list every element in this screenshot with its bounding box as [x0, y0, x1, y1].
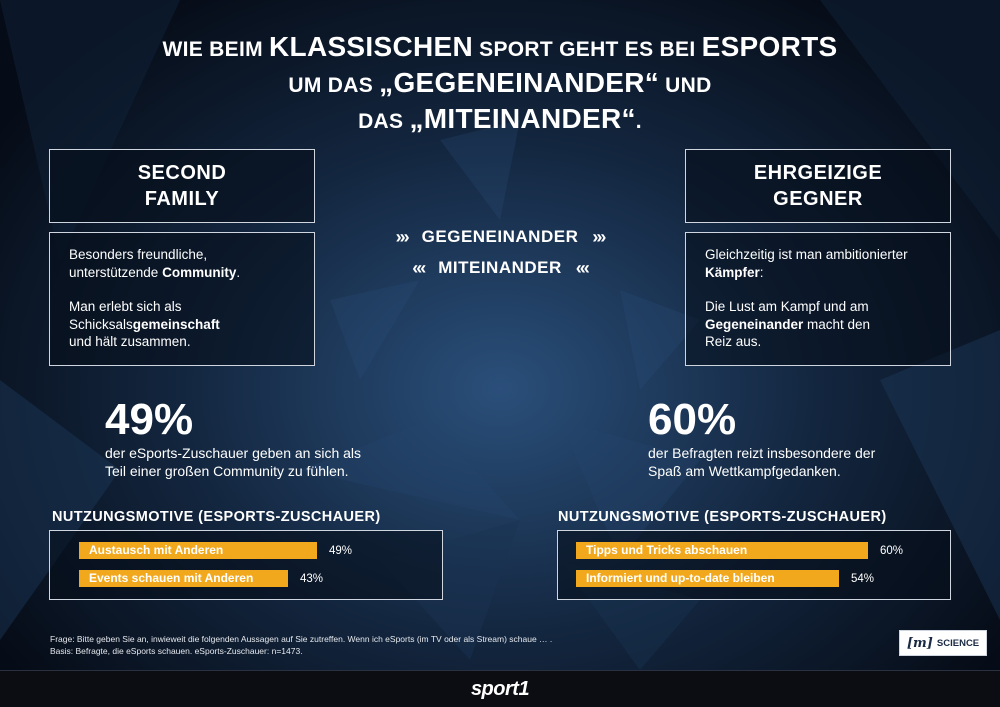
motives-left-chart: Austausch mit Anderen 49% Events schauen… — [49, 530, 443, 600]
left-stat-value: 49% — [105, 395, 194, 444]
ehrgeizige-gegner-title-line-2: GEGNER — [773, 188, 863, 210]
right-stat-text: der Befragten reizt insbesondere der Spa… — [648, 444, 948, 480]
text: und hält zusammen. — [69, 334, 191, 349]
headline-text-emphasis: eSports — [701, 31, 838, 62]
motives-right-chart: Tipps und Tricks abschauen 60% Informier… — [557, 530, 951, 600]
bar-value-label: 43% — [300, 572, 324, 585]
ehrgeizige-gegner-paragraph-2: Die Lust am Kampf und am Gegeneinander m… — [705, 298, 931, 351]
bar-austausch: Austausch mit Anderen — [79, 542, 317, 559]
text: Besonders freundliche, — [69, 247, 208, 262]
ehrgeizige-gegner-title-box: EHRGEIZIGE GEGNER — [685, 149, 951, 223]
mscience-logo: [m] SCIENCE — [899, 630, 987, 656]
text: Reiz aus. — [705, 334, 762, 349]
headline-text: . — [635, 110, 642, 133]
gegeneinander-label: GEGENEINANDER — [421, 227, 579, 246]
text: Die Lust am Kampf und am — [705, 299, 869, 314]
motives-left-title: NUTZUNGSMOTIVE (ESPORTS-ZUSCHAUER) — [52, 509, 381, 525]
miteinander-row: ‹‹‹ MITEINANDER ‹‹‹ — [350, 257, 650, 279]
right-stat-text-line-2: Spaß am Wettkampfgedanken. — [648, 463, 841, 479]
bar-value-label: 49% — [329, 544, 353, 557]
second-family-text-box: Besonders freundliche, unterstützende Co… — [49, 232, 315, 366]
text: macht den — [803, 316, 871, 332]
second-family-title-box: SECOND FAMILY — [49, 149, 315, 223]
bar-row: Informiert und up-to-date bleiben 54% — [576, 570, 874, 587]
text-bold: gemeinschaft — [132, 316, 220, 332]
text-bold: Gegeneinander — [705, 316, 804, 332]
text: . — [236, 264, 241, 280]
chevrons-right-icon: ››› — [395, 226, 410, 247]
bar-value-label: 54% — [851, 572, 875, 585]
text-bold: Kämpfer — [705, 264, 760, 280]
headline-text-emphasis: „Miteinander“ — [409, 103, 636, 134]
motives-right-title: NUTZUNGSMOTIVE (ESPORTS-ZUSCHAUER) — [558, 509, 887, 525]
left-stat-text: der eSports-Zuschauer geben an sich als … — [105, 444, 405, 480]
left-stat-text-line-1: der eSports-Zuschauer geben an sich als — [105, 445, 362, 461]
ehrgeizige-gegner-title-line-1: EHRGEIZIGE — [753, 162, 883, 184]
ehrgeizige-gegner-text-box: Gleichzeitig ist man ambitionierter Kämp… — [685, 232, 951, 366]
gegeneinander-row: ››› GEGENEINANDER ››› — [350, 226, 650, 248]
mscience-label: SCIENCE — [936, 637, 980, 649]
bar-events: Events schauen mit Anderen — [79, 570, 288, 587]
headline-line-1: Wie beim klassischen Sport geht es bei e… — [60, 30, 940, 66]
bar-row: Tipps und Tricks abschauen 60% — [576, 542, 903, 559]
sport1-logo: sport1 — [470, 677, 530, 700]
footer-bar: sport1 — [0, 670, 1000, 707]
text: Schicksals — [69, 316, 133, 332]
left-stat-text-line-2: Teil einer großen Community zu fühlen. — [105, 463, 349, 479]
headline-text: Sport geht es bei — [473, 38, 702, 61]
footnote: Frage: Bitte geben Sie an, inwieweit die… — [50, 633, 552, 657]
bar-tipps: Tipps und Tricks abschauen — [576, 542, 868, 559]
text: unterstützende — [69, 264, 163, 280]
text: Man erlebt sich als — [69, 299, 182, 314]
second-family-paragraph-2: Man erlebt sich als Schicksalsgemeinscha… — [69, 298, 295, 351]
chevrons-left-icon: ‹‹‹ — [412, 257, 426, 278]
headline-text: das — [358, 110, 410, 133]
footnote-question: Frage: Bitte geben Sie an, inwieweit die… — [50, 634, 553, 644]
second-family-paragraph-1: Besonders freundliche, unterstützende Co… — [69, 246, 295, 281]
right-stat-value: 60% — [648, 395, 737, 444]
chevrons-left-icon: ‹‹‹ — [575, 257, 590, 278]
bar-row: Events schauen mit Anderen 43% — [79, 570, 323, 587]
headline: Wie beim klassischen Sport geht es bei e… — [60, 30, 940, 138]
headline-text: Wie beim — [162, 38, 270, 61]
headline-line-2: um das „Gegeneinander“ und — [60, 66, 940, 102]
chevrons-right-icon: ››› — [592, 226, 606, 247]
footnote-basis: Basis: Befragte, die eSports schauen. eS… — [50, 646, 303, 656]
headline-text-emphasis: klassischen — [269, 31, 474, 62]
bar-value-label: 60% — [880, 544, 904, 557]
mscience-mark-icon: [m] — [906, 635, 933, 651]
second-family-title-line-1: SECOND — [137, 162, 227, 184]
text: Gleichzeitig ist man ambitionierter — [705, 247, 908, 262]
ehrgeizige-gegner-paragraph-1: Gleichzeitig ist man ambitionierter Kämp… — [705, 246, 931, 281]
headline-text-emphasis: „Gegeneinander“ — [379, 67, 660, 98]
text-bold: Community — [162, 264, 237, 280]
headline-text: um das — [288, 74, 380, 97]
text: : — [759, 264, 764, 280]
right-stat-text-line-1: der Befragten reizt insbesondere der — [648, 445, 876, 461]
miteinander-label: MITEINANDER — [438, 258, 562, 277]
bar-row: Austausch mit Anderen 49% — [79, 542, 352, 559]
bar-informiert: Informiert und up-to-date bleiben — [576, 570, 839, 587]
headline-text: und — [659, 74, 712, 97]
headline-line-3: das „Miteinander“. — [60, 102, 940, 138]
second-family-title-line-2: FAMILY — [144, 188, 220, 210]
